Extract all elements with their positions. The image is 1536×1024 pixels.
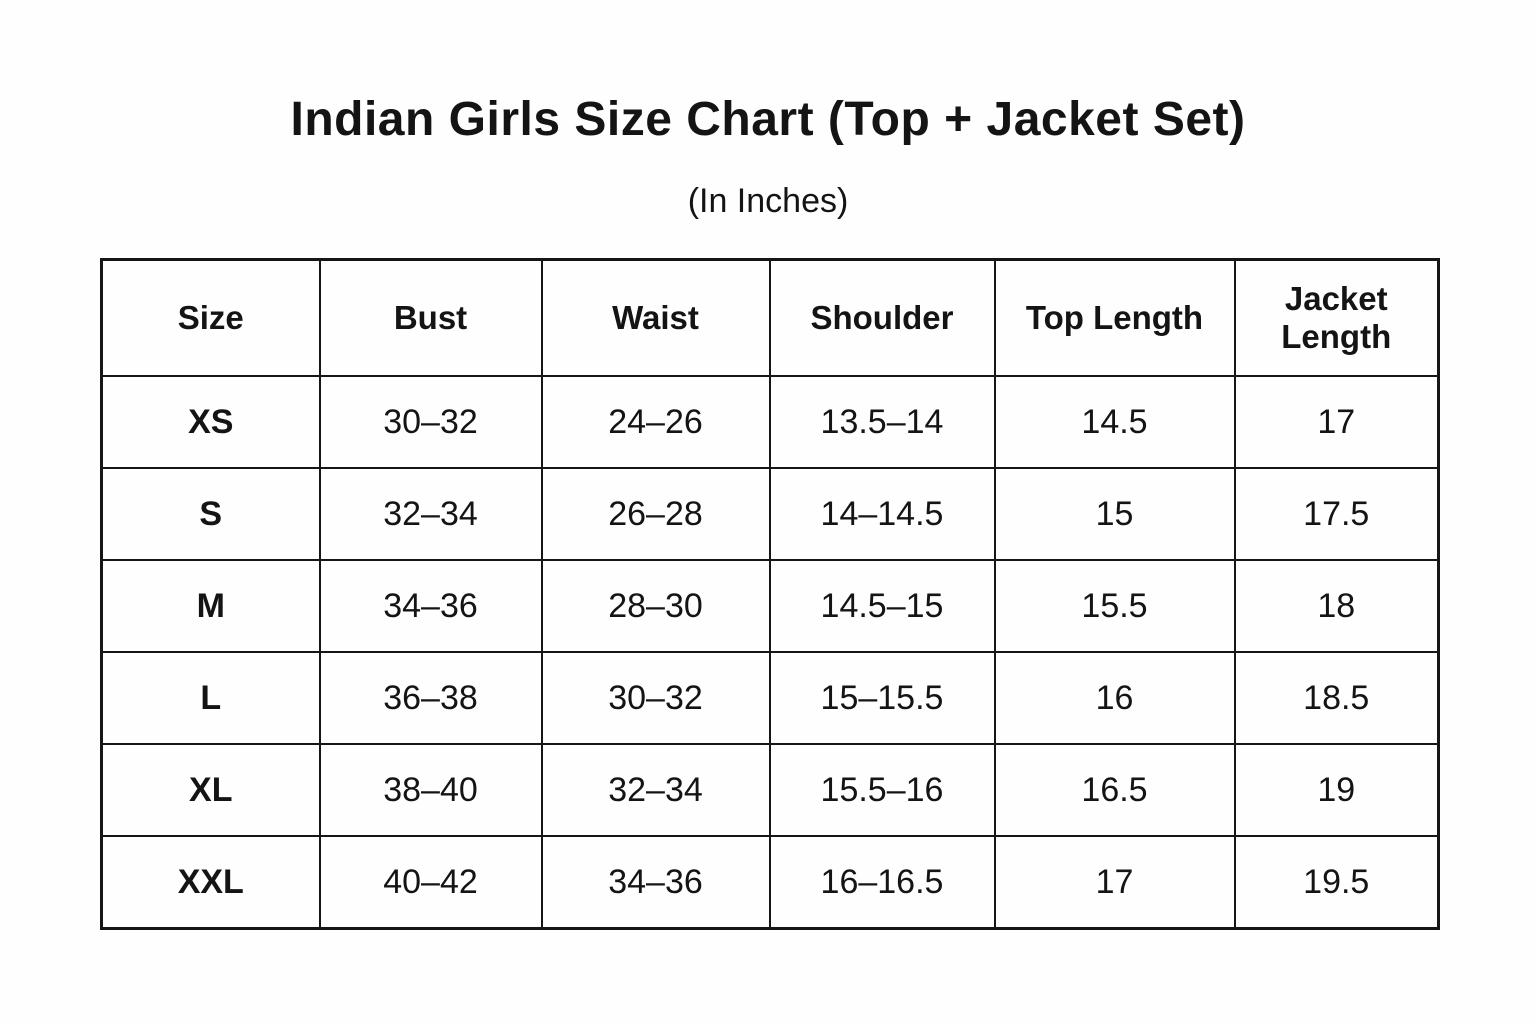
size-label-cell: XL xyxy=(100,743,321,837)
table-row-xl: XL 38–40 32–34 15.5–16 16.5 19 xyxy=(100,743,1440,837)
value-cell: 30–32 xyxy=(540,651,771,745)
size-label-cell: L xyxy=(100,651,321,745)
size-chart-header: Size Bust Waist Shoulder Top Length Jacket Le… xyxy=(100,258,1440,377)
column-header-bust: Bust xyxy=(318,258,543,377)
value-cell: 26–28 xyxy=(540,467,771,561)
value-cell: 14.5–15 xyxy=(768,559,996,653)
size-label-cell: M xyxy=(100,559,321,653)
table-row-xs: XS 30–32 24–26 13.5–14 14.5 17 xyxy=(100,375,1440,469)
value-cell: 16.5 xyxy=(993,743,1236,837)
value-cell: 32–34 xyxy=(318,467,543,561)
value-cell: 17 xyxy=(1233,375,1440,469)
value-cell: 14.5 xyxy=(993,375,1236,469)
size-label-cell: XXL xyxy=(100,835,321,930)
value-cell: 18 xyxy=(1233,559,1440,653)
page-subtitle: (In Inches) xyxy=(687,182,849,220)
value-cell: 15.5–16 xyxy=(768,743,996,837)
size-label-cell: XS xyxy=(100,375,321,469)
value-cell: 15.5 xyxy=(993,559,1236,653)
value-cell: 34–36 xyxy=(318,559,543,653)
column-header-waist: Waist xyxy=(540,258,771,377)
column-header-top-length: Top Length xyxy=(993,258,1236,377)
value-cell: 15–15.5 xyxy=(768,651,996,745)
column-header-shoulder: Shoulder xyxy=(768,258,996,377)
value-cell: 18.5 xyxy=(1233,651,1440,745)
value-cell: 17 xyxy=(993,835,1236,930)
value-cell: 15 xyxy=(993,467,1236,561)
page-title: Indian Girls Size Chart (Top + Jacket Se… xyxy=(290,93,1246,146)
value-cell: 17.5 xyxy=(1233,467,1440,561)
size-chart-body: XS 30–32 24–26 13.5–14 14.5 17 S 32–34 26–28 14–1… xyxy=(100,375,1440,930)
value-cell: 16 xyxy=(993,651,1236,745)
column-header-jacket-length: Jacket Length xyxy=(1233,258,1440,377)
value-cell: 19.5 xyxy=(1233,835,1440,930)
value-cell: 14–14.5 xyxy=(768,467,996,561)
value-cell: 40–42 xyxy=(318,835,543,930)
value-cell: 28–30 xyxy=(540,559,771,653)
header-row: Size Bust Waist Shoulder Top Length Jacket Le… xyxy=(100,258,1440,377)
table-row-xxl: XXL 40–42 34–36 16–16.5 17 19.5 xyxy=(100,835,1440,930)
value-cell: 24–26 xyxy=(540,375,771,469)
value-cell: 32–34 xyxy=(540,743,771,837)
size-chart-table: Size Bust Waist Shoulder Top Length Jacket Le… xyxy=(100,258,1440,930)
value-cell: 19 xyxy=(1233,743,1440,837)
size-label-cell: S xyxy=(100,467,321,561)
value-cell: 16–16.5 xyxy=(768,835,996,930)
column-header-size: Size xyxy=(100,258,321,377)
value-cell: 13.5–14 xyxy=(768,375,996,469)
table-row-s: S 32–34 26–28 14–14.5 15 17.5 xyxy=(100,467,1440,561)
value-cell: 38–40 xyxy=(318,743,543,837)
table-row-m: M 34–36 28–30 14.5–15 15.5 18 xyxy=(100,559,1440,653)
value-cell: 30–32 xyxy=(318,375,543,469)
table-row-l: L 36–38 30–32 15–15.5 16 18.5 xyxy=(100,651,1440,745)
value-cell: 34–36 xyxy=(540,835,771,930)
value-cell: 36–38 xyxy=(318,651,543,745)
